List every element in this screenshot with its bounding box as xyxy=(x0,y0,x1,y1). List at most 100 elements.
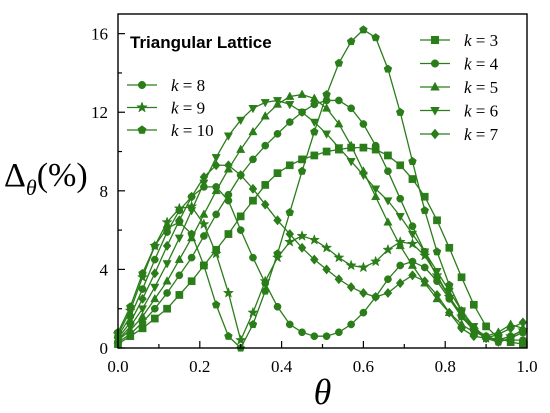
data-point xyxy=(383,197,393,206)
legend-k: k xyxy=(464,55,472,74)
data-point xyxy=(383,217,393,226)
data-point xyxy=(236,170,245,181)
series-k8 xyxy=(114,183,527,344)
data-point xyxy=(200,183,208,191)
x-tick-label: 0.0 xyxy=(107,357,128,376)
data-point xyxy=(396,194,405,203)
data-point xyxy=(285,207,295,217)
legend-k-value: = 7 xyxy=(472,125,499,144)
data-point xyxy=(224,230,233,238)
data-point xyxy=(150,241,160,250)
data-point xyxy=(273,249,282,258)
data-point xyxy=(382,243,394,255)
data-point xyxy=(335,96,343,105)
data-point xyxy=(187,192,196,201)
data-point xyxy=(322,90,331,99)
legend-marker xyxy=(136,101,148,113)
data-point xyxy=(457,273,466,282)
data-point xyxy=(187,229,196,238)
data-point xyxy=(384,275,392,284)
data-point xyxy=(187,277,196,286)
series-line xyxy=(117,28,524,350)
data-point xyxy=(359,25,368,34)
data-point xyxy=(320,241,333,253)
data-point xyxy=(396,161,405,170)
data-point xyxy=(285,91,295,100)
data-point xyxy=(297,89,307,98)
legend-top-left: k = 8k = 9k = 10 xyxy=(127,76,214,140)
legend-k: k xyxy=(464,102,472,121)
legend-marker xyxy=(430,35,440,45)
legend-k: k xyxy=(171,76,179,95)
data-point xyxy=(150,304,159,313)
data-point xyxy=(175,217,184,226)
data-point xyxy=(395,107,405,116)
data-point xyxy=(420,206,429,215)
data-point xyxy=(272,97,283,106)
data-point xyxy=(173,202,186,214)
data-point xyxy=(432,289,442,301)
legend-k: k xyxy=(171,99,179,118)
data-point xyxy=(431,269,443,281)
data-point xyxy=(433,216,441,225)
data-point xyxy=(222,287,235,298)
data-point xyxy=(285,161,294,170)
data-point xyxy=(212,210,221,219)
data-point xyxy=(235,334,247,345)
data-point xyxy=(273,169,282,177)
data-point xyxy=(359,287,368,299)
series-line xyxy=(117,99,524,343)
legend-marker xyxy=(137,80,147,90)
y-tick-label: 12 xyxy=(91,103,108,122)
y-tick-label: 16 xyxy=(91,25,108,44)
data-point xyxy=(150,255,159,264)
data-point xyxy=(249,155,257,164)
y-axis-label: Δθ(%) xyxy=(4,157,88,200)
legend-marker xyxy=(137,125,147,134)
data-point xyxy=(137,311,148,320)
legend-k-value: = 4 xyxy=(472,55,499,74)
legend-k-value: = 5 xyxy=(472,78,499,97)
y-tick-label: 8 xyxy=(100,182,109,201)
data-point xyxy=(211,154,221,163)
data-point xyxy=(260,99,270,108)
data-point xyxy=(174,234,184,244)
data-point xyxy=(297,108,307,118)
x-tick-label: 0.8 xyxy=(435,357,456,376)
data-point xyxy=(247,306,259,318)
data-point xyxy=(260,199,270,210)
data-point xyxy=(200,232,208,240)
data-point xyxy=(359,308,368,317)
data-point xyxy=(482,322,490,331)
legend-marker xyxy=(430,59,440,68)
data-point xyxy=(223,132,233,141)
data-point xyxy=(162,276,172,285)
legend-k: k xyxy=(464,31,472,50)
data-point xyxy=(273,302,282,311)
data-point xyxy=(334,144,344,153)
data-point xyxy=(407,230,418,240)
data-point xyxy=(137,305,148,314)
legend-top-right: k = 3k = 4k = 5k = 6k = 7 xyxy=(420,31,499,144)
data-point xyxy=(406,237,419,249)
data-point xyxy=(371,141,380,150)
data-point xyxy=(150,293,160,303)
y-label-subscript: θ xyxy=(26,175,37,200)
data-point xyxy=(346,158,356,167)
data-point xyxy=(396,261,405,270)
data-point xyxy=(248,126,258,136)
data-point xyxy=(518,327,528,336)
data-point xyxy=(273,215,282,226)
data-point xyxy=(408,257,417,266)
data-point xyxy=(236,212,245,221)
series-line xyxy=(117,164,524,339)
series-line xyxy=(117,205,524,343)
data-point xyxy=(371,293,380,301)
data-point xyxy=(162,223,172,232)
data-point xyxy=(419,249,431,261)
data-point xyxy=(273,129,282,138)
data-point xyxy=(506,333,515,342)
data-point xyxy=(175,291,184,299)
data-point xyxy=(163,289,171,297)
legend-label: k = 3 xyxy=(464,31,498,50)
